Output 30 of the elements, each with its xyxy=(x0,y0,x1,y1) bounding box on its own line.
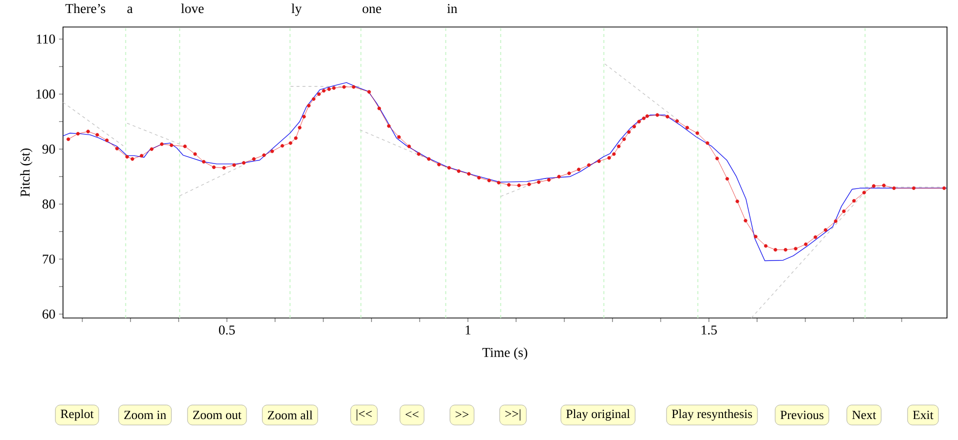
ref-line-label: one xyxy=(362,6,382,14)
ref-line-label: ly xyxy=(292,4,302,16)
text: Zoom in xyxy=(124,410,166,420)
y-tick-label: 80 xyxy=(42,200,55,209)
y-tick-label: 110 xyxy=(36,34,55,44)
x-axis-title: Time (s) xyxy=(482,348,528,360)
x-tick-label: 0.5 xyxy=(218,326,235,335)
ref-line-label: a xyxy=(127,6,133,14)
y-tick-label: 90 xyxy=(42,144,55,154)
text: << xyxy=(406,411,418,418)
text: >>| xyxy=(505,409,520,421)
text: There’s xyxy=(65,4,106,14)
y-axis-title: Pitch (st) xyxy=(20,148,32,197)
y-tick-label: 100 xyxy=(36,90,55,99)
text: Previous xyxy=(780,410,824,420)
ref-line-label: love xyxy=(181,4,204,14)
text: Next xyxy=(852,410,876,420)
text: >> xyxy=(456,411,468,418)
text: Exit xyxy=(912,410,934,420)
x-tick-label: 1.5 xyxy=(702,326,717,335)
text: Play resynthesis xyxy=(672,409,752,421)
x-tick-label: 1 xyxy=(466,326,470,334)
y-tick-label: 60 xyxy=(42,310,55,319)
text: Play original xyxy=(566,409,630,421)
text: Zoom all xyxy=(268,410,312,420)
y-tick-label: 70 xyxy=(42,254,55,264)
text: Replot xyxy=(60,409,94,421)
ref-line-label: in xyxy=(447,4,458,13)
text: |<< xyxy=(356,409,372,421)
text: Zoom out xyxy=(193,410,242,420)
